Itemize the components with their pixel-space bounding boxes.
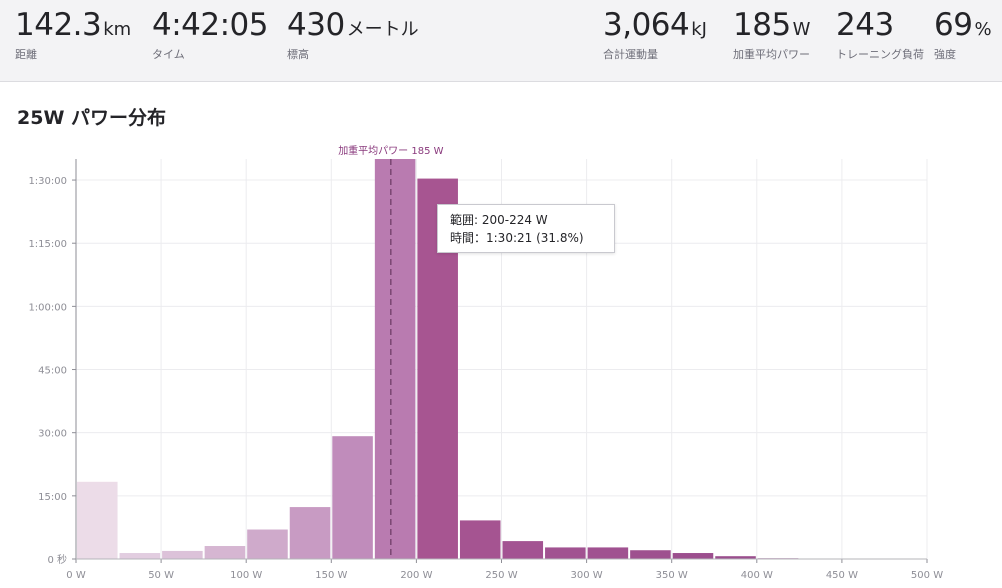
stat-work-label: 合計運動量	[603, 48, 658, 61]
stat-time-label: タイム	[152, 48, 185, 61]
histogram-bar	[289, 507, 331, 559]
stat-weighted-power-label: 加重平均パワー	[733, 48, 810, 61]
stat-intensity-value: 69	[934, 7, 973, 43]
reference-line-label: 加重平均パワー 185 W	[338, 144, 443, 157]
stat-distance-value: 142.3	[15, 7, 102, 43]
stat-intensity: 69% 強度	[934, 6, 992, 62]
stat-distance: 142.3 km 距離	[15, 6, 131, 62]
tooltip-time: 時間：1:30:21 (31.8%)	[450, 231, 584, 245]
x-tick-label: 100 W	[230, 570, 262, 581]
histogram-bar	[332, 436, 373, 559]
stat-weighted-power-unit: W	[792, 19, 811, 40]
x-tick-label: 450 W	[826, 570, 858, 581]
stat-elevation-label: 標高	[287, 48, 309, 61]
stat-weighted-power-value: 185	[733, 7, 791, 43]
stat-weighted-power: 185 W 加重平均パワー	[733, 6, 810, 62]
stat-work: 3,064 kJ 合計運動量	[603, 6, 707, 62]
histogram-bar	[77, 481, 118, 559]
x-tick-label: 250 W	[485, 570, 517, 581]
y-tick-label: 0 秒	[47, 553, 67, 566]
y-tick-label: 15:00	[38, 492, 67, 503]
tooltip-range: 範囲: 200-224 W	[450, 213, 548, 227]
stat-elevation: 430 メートル 標高	[287, 6, 419, 62]
histogram-bar	[162, 550, 203, 559]
stat-time: 4:42:05 タイム	[152, 6, 269, 62]
histogram-bar	[630, 550, 671, 559]
section-title: 25W パワー分布	[17, 107, 167, 129]
stat-training-load-label: トレーニング負荷	[836, 48, 924, 61]
x-tick-label: 200 W	[400, 570, 432, 581]
y-tick-label: 30:00	[38, 429, 67, 440]
x-tick-label: 150 W	[315, 570, 347, 581]
stat-training-load: 243 トレーニング負荷	[836, 6, 924, 62]
histogram-bar	[247, 529, 288, 559]
stat-intensity-unit: %	[974, 19, 992, 40]
stat-distance-unit: km	[103, 19, 132, 40]
x-tick-label: 50 W	[148, 570, 174, 581]
stats-bar: 142.3 km 距離 4:42:05 タイム 430 メートル 標高 3,064 k…	[0, 0, 1002, 82]
stat-distance-label: 距離	[15, 48, 37, 61]
histogram-bar	[672, 553, 714, 559]
reference-line-group: 加重平均パワー 185 W	[338, 144, 444, 559]
histogram-bar	[502, 541, 544, 559]
stat-elevation-unit: メートル	[346, 19, 419, 40]
y-tick-label: 1:00:00	[28, 302, 67, 313]
chart-axes: 0 秒 15:00 30:00 45:00 1:00:00 1:15:00 1:30:00 0…	[28, 159, 943, 581]
histogram-bar	[204, 546, 246, 559]
stat-time-value: 4:42:05	[152, 7, 269, 43]
stat-intensity-label: 強度	[934, 48, 956, 61]
histogram-bar	[715, 556, 756, 559]
x-tick-label: 300 W	[571, 570, 603, 581]
x-tick-label: 400 W	[741, 570, 773, 581]
x-tick-label: 350 W	[656, 570, 688, 581]
stat-work-unit: kJ	[691, 19, 707, 40]
histogram-bar	[459, 520, 501, 559]
stat-work-value: 3,064	[603, 7, 690, 43]
histogram-bar	[587, 547, 629, 559]
histogram-bar	[545, 547, 586, 559]
histogram-bar	[374, 159, 416, 559]
y-tick-label: 1:15:00	[28, 239, 67, 250]
histogram-bar	[119, 553, 161, 559]
y-tick-label: 1:30:00	[28, 176, 67, 187]
y-tick-label: 45:00	[38, 366, 67, 377]
x-tick-label: 0 W	[66, 570, 86, 581]
x-tick-label: 500 W	[911, 570, 943, 581]
bar-tooltip: 範囲: 200-224 W 時間：1:30:21 (31.8%)	[437, 204, 615, 253]
stat-training-load-value: 243	[836, 7, 894, 43]
stat-elevation-value: 430	[287, 7, 345, 43]
